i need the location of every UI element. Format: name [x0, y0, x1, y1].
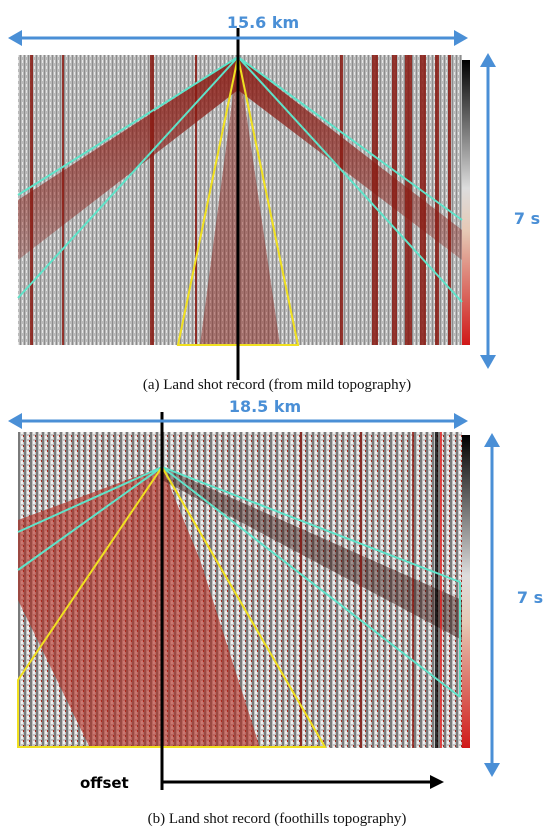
- colorbar: [462, 60, 470, 345]
- offset-label: offset: [80, 774, 129, 792]
- arrow-head: [484, 433, 500, 447]
- width-label: 15.6 km: [227, 13, 299, 32]
- arrow-head: [480, 53, 496, 67]
- caption: (a) Land shot record (from mild topograp…: [143, 377, 411, 393]
- arrow-head: [8, 30, 22, 46]
- height-label: 7 s: [517, 588, 543, 607]
- height-label: 7 s: [514, 209, 540, 228]
- caption: (b) Land shot record (foothills topograp…: [148, 811, 407, 827]
- arrow-head: [430, 775, 444, 789]
- figure: 15.6 km 7 s (a) Land shot record (from m…: [0, 0, 554, 831]
- arrow-head: [484, 763, 500, 777]
- arrow-head: [454, 30, 468, 46]
- arrow-head: [454, 413, 468, 429]
- panel-b: 18.5 km 7 s offset (b) Land shot record …: [8, 397, 543, 827]
- arrow-head: [480, 355, 496, 369]
- width-label: 18.5 km: [229, 397, 301, 416]
- panel-a: 15.6 km 7 s (a) Land shot record (from m…: [8, 13, 540, 393]
- arrow-head: [8, 413, 22, 429]
- colorbar: [462, 435, 470, 748]
